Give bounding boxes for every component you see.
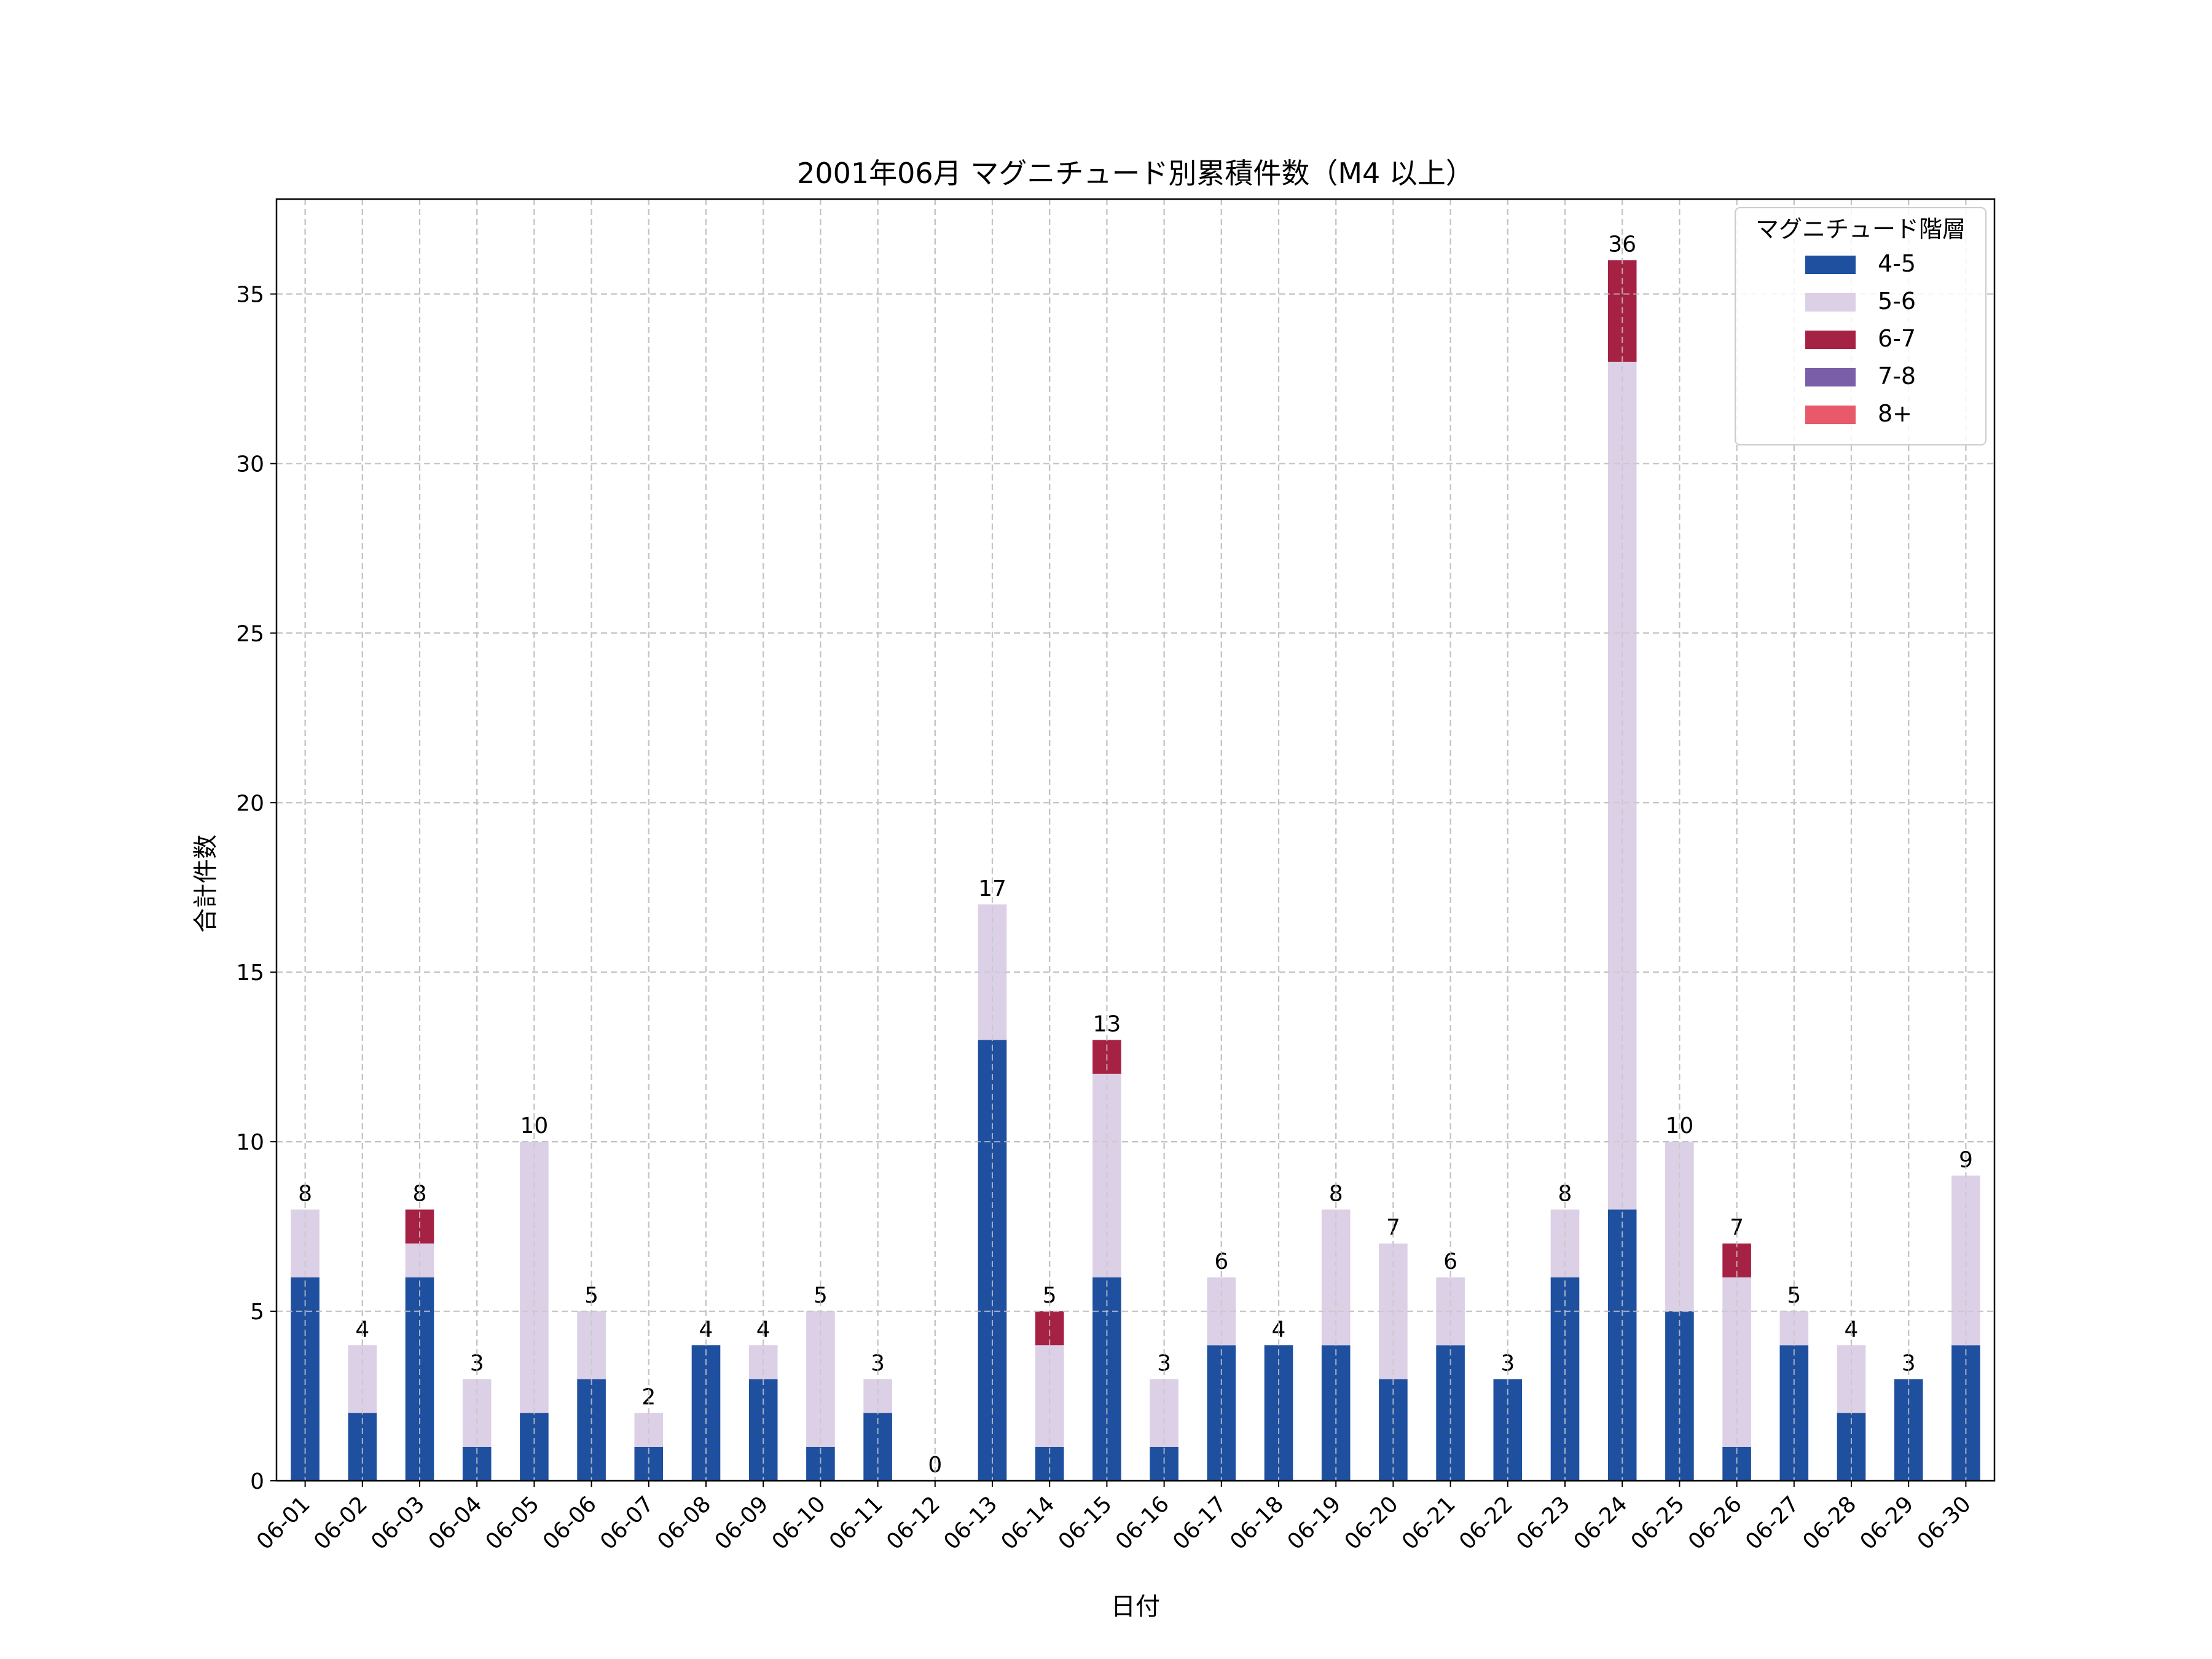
x-tick-label: 06-28 (1798, 1491, 1861, 1555)
x-tick-label: 06-13 (939, 1491, 1002, 1555)
x-tick-label: 06-03 (366, 1491, 429, 1555)
bar-total-label: 4 (756, 1317, 771, 1342)
x-tick-label: 06-08 (653, 1491, 716, 1555)
x-tick-label: 06-01 (252, 1491, 315, 1555)
plot-frame (275, 198, 1996, 1482)
bar-total-label: 4 (355, 1317, 369, 1342)
x-axis: 06-0106-0206-0306-0406-0506-0606-0706-08… (252, 1481, 1976, 1555)
legend-swatch (1805, 368, 1856, 386)
legend-swatch (1805, 331, 1856, 349)
legend-label: 7-8 (1878, 363, 1916, 390)
x-tick-label: 06-06 (538, 1491, 602, 1555)
x-tick-label: 06-24 (1569, 1491, 1633, 1555)
x-tick-label: 06-21 (1397, 1491, 1461, 1555)
x-tick-label: 06-30 (1913, 1491, 1976, 1555)
x-tick-label: 06-14 (997, 1491, 1060, 1555)
legend-label: 5-6 (1878, 288, 1916, 315)
bar-segment (1665, 1311, 1694, 1481)
x-tick-label: 06-10 (767, 1491, 831, 1555)
x-tick-label: 06-11 (825, 1491, 888, 1555)
x-tick-label: 06-25 (1626, 1491, 1690, 1555)
x-tick-label: 06-27 (1741, 1491, 1804, 1555)
bar-total-label: 4 (699, 1317, 713, 1342)
x-tick-label: 06-19 (1283, 1491, 1346, 1555)
x-tick-label: 06-16 (1111, 1491, 1174, 1555)
y-tick-label: 30 (236, 452, 264, 477)
x-tick-label: 06-12 (882, 1491, 945, 1555)
legend-label: 8+ (1878, 400, 1912, 427)
x-tick-label: 06-22 (1454, 1491, 1518, 1555)
bar-total-label: 0 (928, 1453, 942, 1478)
x-tick-label: 06-26 (1684, 1491, 1747, 1555)
x-tick-label: 06-18 (1225, 1491, 1288, 1555)
legend-label: 4-5 (1878, 250, 1916, 277)
legend-box (1735, 207, 1986, 445)
y-tick-label: 10 (236, 1130, 264, 1155)
y-tick-label: 25 (236, 621, 264, 646)
x-tick-label: 06-20 (1340, 1491, 1403, 1555)
x-axis-label: 日付 (1111, 1593, 1160, 1621)
bar-segment (1951, 1175, 1980, 1346)
x-tick-label: 06-15 (1054, 1491, 1117, 1555)
x-tick-label: 06-29 (1856, 1491, 1919, 1555)
legend-swatch (1805, 406, 1856, 424)
x-tick-label: 06-23 (1512, 1491, 1575, 1555)
x-tick-label: 06-07 (595, 1491, 659, 1555)
x-tick-label: 06-09 (710, 1491, 774, 1555)
bar-total-label: 7 (1730, 1215, 1744, 1241)
x-tick-label: 06-02 (309, 1491, 372, 1555)
y-tick-label: 15 (236, 960, 264, 986)
legend: マグニチュード階層 4-5 5-6 6-7 7-8 8+ (1735, 207, 1986, 445)
bar-total-label: 4 (1845, 1317, 1859, 1342)
bar-total-label: 7 (1386, 1215, 1400, 1241)
y-axis: 0 5 10 15 20 25 30 35 (236, 283, 276, 1494)
chart-title: 2001年06月 マグニチュード別累積件数（M4 以上） (797, 157, 1474, 190)
legend-swatch (1805, 293, 1856, 312)
x-tick-label: 06-05 (481, 1491, 544, 1555)
bar-total-label: 9 (1959, 1147, 1973, 1172)
bars (291, 260, 1980, 1481)
bar-total-label: 2 (641, 1385, 656, 1410)
x-tick-label: 06-04 (424, 1491, 487, 1555)
y-tick-label: 5 (250, 1300, 264, 1325)
legend-label: 6-7 (1878, 325, 1916, 352)
x-tick-label: 06-17 (1168, 1491, 1231, 1555)
legend-swatch (1805, 256, 1856, 274)
y-tick-label: 20 (236, 791, 264, 816)
y-tick-label: 35 (236, 283, 264, 308)
y-tick-label: 0 (250, 1469, 264, 1494)
bar-total-label: 4 (1272, 1317, 1286, 1342)
y-axis-label: 合計件数 (192, 834, 220, 933)
legend-title: マグニチュード階層 (1755, 216, 1966, 243)
